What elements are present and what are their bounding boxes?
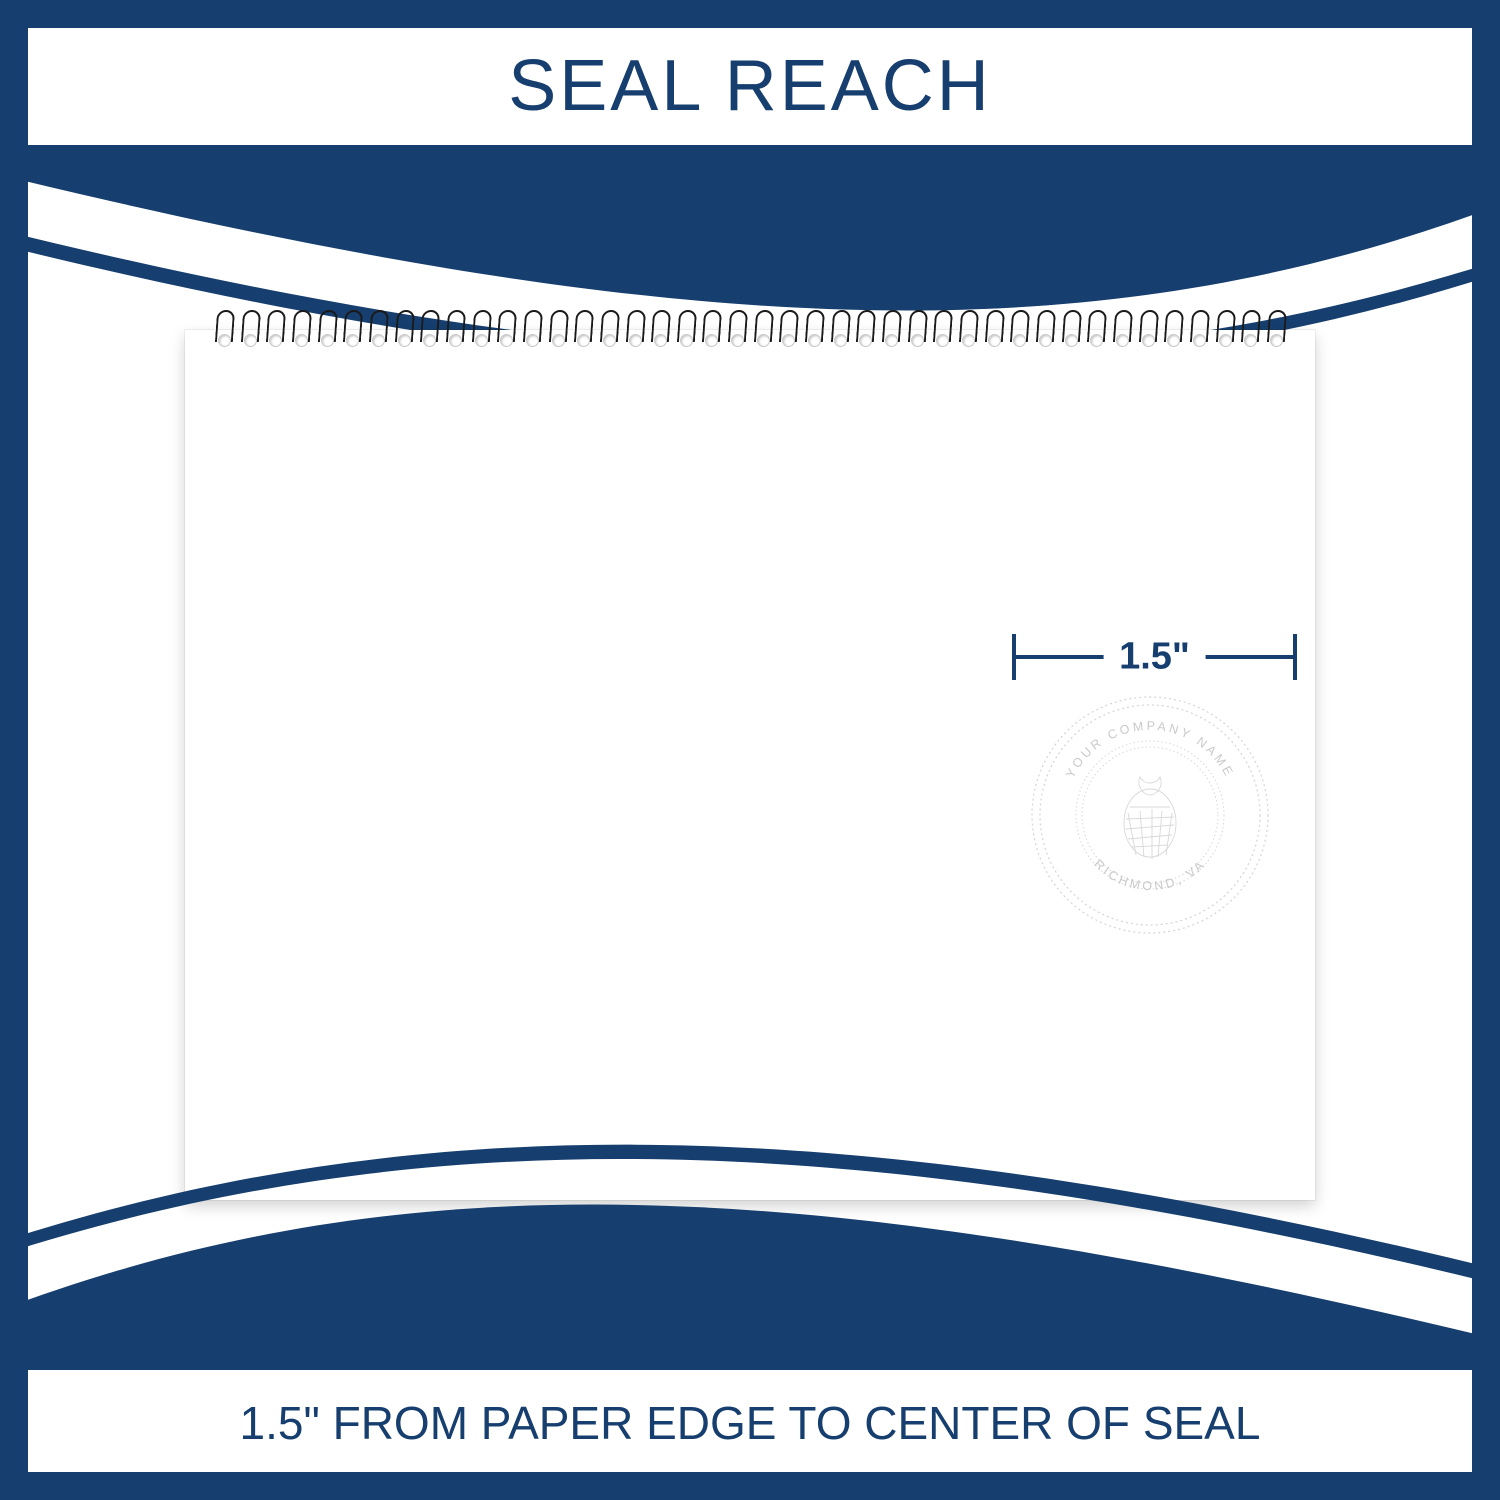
spiral-loop xyxy=(446,312,464,352)
spiral-loop xyxy=(882,312,900,352)
spiral-loop xyxy=(1113,312,1131,352)
spiral-loop xyxy=(241,312,259,352)
spiral-loop xyxy=(651,312,669,352)
spiral-loop xyxy=(959,312,977,352)
dimension-indicator: 1.5" xyxy=(1012,632,1297,682)
dimension-end-right xyxy=(1293,634,1297,680)
spiral-loop xyxy=(728,312,746,352)
spiral-loop xyxy=(1164,312,1182,352)
spiral-loop xyxy=(1036,312,1054,352)
spiral-loop xyxy=(497,312,515,352)
spiral-loop xyxy=(831,312,849,352)
footer-caption: 1.5" FROM PAPER EDGE TO CENTER OF SEAL xyxy=(240,1396,1261,1450)
spiral-loop xyxy=(420,312,438,352)
dimension-label: 1.5" xyxy=(1103,636,1206,679)
spiral-loop xyxy=(574,312,592,352)
svg-text:YOUR COMPANY NAME: YOUR COMPANY NAME xyxy=(1063,719,1237,781)
spiral-loop xyxy=(395,312,413,352)
svg-text:RICHMOND, VA: RICHMOND, VA xyxy=(1091,857,1208,893)
spiral-loop xyxy=(1087,312,1105,352)
spiral-loop xyxy=(626,312,644,352)
spiral-loop xyxy=(702,312,720,352)
spiral-loop xyxy=(779,312,797,352)
spiral-loop xyxy=(600,312,618,352)
spiral-binding xyxy=(215,312,1285,352)
spiral-loop xyxy=(1267,312,1285,352)
page-title: SEAL REACH xyxy=(508,45,991,127)
embossed-seal: YOUR COMPANY NAME RICHMOND, VA xyxy=(1025,690,1275,940)
spiral-loop xyxy=(805,312,823,352)
spiral-loop xyxy=(933,312,951,352)
spiral-loop xyxy=(215,312,233,352)
spiral-loop xyxy=(985,312,1003,352)
spiral-loop xyxy=(266,312,284,352)
spiral-loop xyxy=(1062,312,1080,352)
spiral-loop xyxy=(523,312,541,352)
spiral-loop xyxy=(754,312,772,352)
spiral-loop xyxy=(292,312,310,352)
spiral-loop xyxy=(343,312,361,352)
spiral-loop xyxy=(369,312,387,352)
spiral-loop xyxy=(318,312,336,352)
spiral-loop xyxy=(1010,312,1028,352)
decorative-swoosh-bottom xyxy=(0,1140,1500,1370)
notebook-paper: 1.5" YOUR COMPANY NAME RICHMOND, VA xyxy=(185,330,1315,1200)
spiral-loop xyxy=(856,312,874,352)
spiral-loop xyxy=(472,312,490,352)
spiral-loop xyxy=(1241,312,1259,352)
spiral-loop xyxy=(1139,312,1157,352)
spiral-loop xyxy=(677,312,695,352)
spiral-loop xyxy=(908,312,926,352)
spiral-loop xyxy=(1190,312,1208,352)
spiral-loop xyxy=(1216,312,1234,352)
spiral-loop xyxy=(549,312,567,352)
